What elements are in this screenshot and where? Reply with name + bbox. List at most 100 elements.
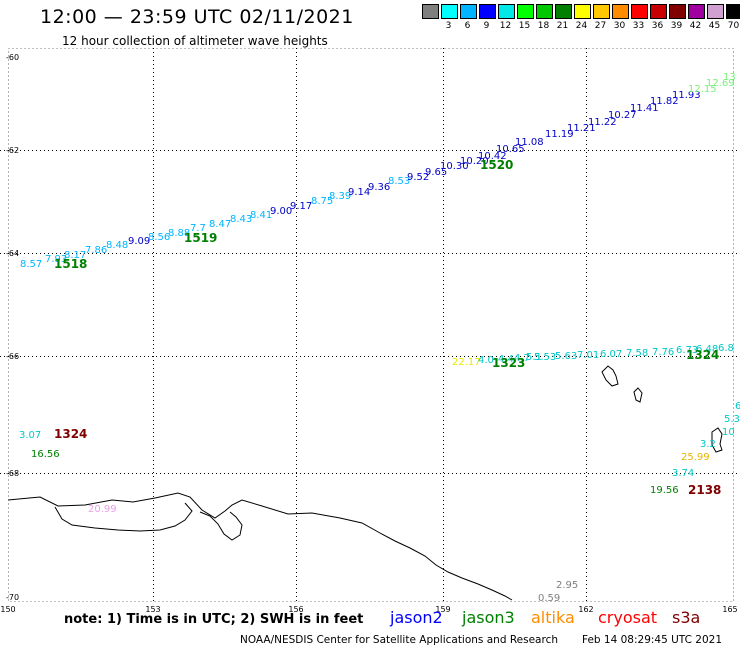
lon-label: 153 [145, 605, 160, 614]
color-scale-label: 36 [651, 21, 664, 31]
wave-height-label: 7.76 [652, 347, 674, 358]
wave-height-label: 6.07 [600, 349, 622, 360]
wave-height-label: 7.93 [45, 254, 67, 265]
wave-height-label: 8.57 [20, 259, 42, 270]
color-scale-swatch [726, 4, 740, 19]
color-scale-swatch [479, 4, 496, 19]
legend-cryosat: cryosat [598, 608, 658, 627]
wave-height-label: 11.08 [515, 137, 544, 148]
pass-id-label: 1518 [54, 257, 87, 271]
wave-height-label: 8.43 [230, 214, 252, 225]
wave-height-label: 9.52 [407, 172, 429, 183]
pass-id-label: 1324 [686, 348, 719, 362]
color-scale-label: 15 [518, 21, 531, 31]
color-scale-swatch [669, 4, 686, 19]
wave-height-label: 7.01 [577, 350, 599, 361]
color-scale-label: 9 [483, 21, 490, 31]
lat-label: -62 [6, 146, 19, 155]
pass-id-label: 1519 [184, 231, 217, 245]
wave-height-label: 10.30 [440, 161, 469, 172]
wave-height-label: 8.39 [329, 191, 351, 202]
color-scale-swatch [517, 4, 534, 19]
color-scale-label: 30 [613, 21, 626, 31]
lower-track: 22.17 4.0 4.4 4.7 5.1 5.53 5.63 7.01 6.0… [452, 343, 734, 370]
color-scale-swatch [498, 4, 515, 19]
wave-height-label: 5.1 [526, 352, 542, 363]
wave-height-label: 9.36 [368, 182, 390, 193]
wave-height-label: 6.73 [676, 345, 698, 356]
wave-height-label: 4.4 [498, 354, 514, 365]
wave-height-label: 8.75 [311, 196, 333, 207]
wave-height-label: 25.99 [681, 452, 710, 463]
color-scale-swatch [707, 4, 724, 19]
wave-height-label: 9.14 [348, 187, 370, 198]
wave-height-label: 8.88 [168, 228, 190, 239]
color-scale-label: 12 [499, 21, 512, 31]
color-scale-swatch [555, 4, 572, 19]
wave-height-label: 12.15 [688, 84, 717, 95]
wave-height-label: 13 [723, 72, 736, 83]
wave-height-label: 11.41 [630, 103, 659, 114]
wave-height-label: 10.20 [460, 156, 489, 167]
pass-id-label: 1323 [492, 356, 525, 370]
credit-line: NOAA/NESDIS Center for Satellite Applica… [240, 634, 558, 646]
wave-height-label: 0.59 [538, 593, 560, 604]
lat-label: -68 [6, 469, 19, 478]
map-subtitle: 12 hour collection of altimeter wave hei… [62, 34, 328, 48]
wave-height-label: 5.53 [534, 352, 556, 363]
color-scale-label: 33 [632, 21, 645, 31]
isolated-labels: 3.07 1324 16.56 20.99 6 5.3 10 3.2 25.99… [19, 401, 740, 604]
wave-height-label: 2.95 [556, 580, 578, 591]
pass-id-label: 1520 [480, 158, 513, 172]
wave-height-label: 8.17 [64, 250, 86, 261]
color-scale-label: 42 [689, 21, 702, 31]
wave-height-label: 11.21 [567, 123, 596, 134]
color-scale-swatch [631, 4, 648, 19]
legend-s3a: s3a [672, 608, 701, 627]
wave-height-label: 11.22 [588, 117, 617, 128]
color-scale-swatch [536, 4, 553, 19]
wave-height-label: 9.17 [290, 201, 312, 212]
wave-height-label: 5.63 [555, 351, 577, 362]
wave-height-label: 3.07 [19, 430, 41, 441]
color-scale-swatch [593, 4, 610, 19]
wave-height-label: 10.65 [496, 144, 525, 155]
color-scale-swatch [574, 4, 591, 19]
color-scale-swatch [441, 4, 458, 19]
lat-label: -66 [6, 352, 19, 361]
color-scale-label: 45 [708, 21, 721, 31]
wave-height-label: 11.82 [650, 96, 679, 107]
wave-height-label: 11.93 [672, 90, 701, 101]
wave-height-label: 11.19 [545, 129, 574, 140]
wave-height-label: 10.27 [608, 110, 637, 121]
wave-height-label: 19.56 [650, 485, 679, 496]
lon-label: 162 [578, 605, 593, 614]
legend-jason2: jason2 [390, 608, 443, 627]
wave-height-label: 6.48 [696, 344, 718, 355]
wave-height-label: 8.48 [106, 240, 128, 251]
wave-height-label: 7.86 [85, 245, 107, 256]
wave-height-label: 5.3 [724, 414, 740, 425]
wave-height-label: 6 [735, 401, 740, 412]
lat-labels: -60 -62 -64 -66 -68 -70 [6, 53, 19, 602]
color-scale-label: 27 [594, 21, 607, 31]
lat-label: -64 [6, 249, 19, 258]
wave-height-label: 10.42 [478, 151, 507, 162]
wave-height-label: 8.53 [388, 176, 410, 187]
antarctic-coastline [7, 365, 723, 601]
map-frame [8, 48, 734, 602]
lon-label: 159 [435, 605, 450, 614]
color-scale-swatch [422, 4, 439, 19]
wave-height-label: 7.7 [190, 223, 206, 234]
map-title: 12:00 — 23:59 UTC 02/11/2021 [40, 6, 354, 28]
color-scale-label: 70 [727, 21, 740, 31]
color-scale-label: 3 [445, 21, 452, 31]
lon-label: 150 [0, 605, 15, 614]
wave-height-label: 9.00 [270, 206, 292, 217]
color-scale-swatch [460, 4, 477, 19]
wave-height-label: 7.58 [626, 348, 648, 359]
pass-id-label: 2138 [688, 483, 721, 497]
upper-track: 8.57 7.93 8.17 7.86 8.48 9.09 8.56 8.88 … [20, 72, 736, 271]
color-scale-label: 24 [575, 21, 588, 31]
lat-label: -60 [6, 53, 19, 62]
